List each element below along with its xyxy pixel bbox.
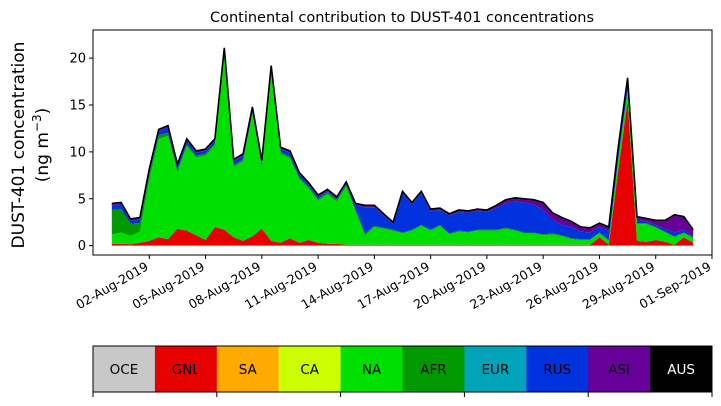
y-axis-label-line-1: DUST-401 concentration [9,42,29,249]
area-na [111,56,694,245]
total-outline [111,47,694,231]
colorbar-label-asi: ASI [608,362,630,378]
colorbar-swatch-na [340,346,403,392]
colorbar-swatch-oce [93,346,156,392]
colorbar-frame [92,345,713,393]
y-axis-unit-suffix: ) [33,108,53,115]
area-gnl [111,100,694,246]
y-tick-label: 5 [78,192,86,207]
colorbar-swatch-rus [526,346,589,392]
chart-title: Continental contribution to DUST-401 con… [210,10,594,26]
plot-frame [92,29,713,256]
y-tick-label: 0 [78,239,86,254]
colorbar-label-na: NA [362,362,382,378]
area-rus [111,49,694,241]
colorbar-label-ca: CA [300,362,319,378]
colorbar-swatch-asi [588,346,651,392]
colorbar-label-gnl: GNL [172,362,201,378]
y-axis-unit-prefix: (ng m [33,132,53,182]
colorbar-swatch-eur [464,346,527,392]
y-tick-label: 10 [69,145,86,160]
y-axis-unit-exponent: −3 [30,114,44,132]
colorbar-swatch-aus [650,346,713,392]
y-axis-label: DUST-401 concentration (ng m−3) [9,42,53,249]
y-tick-label: 15 [69,99,86,114]
x-axis-ticks: 02-Aug-201905-Aug-201908-Aug-201911-Aug-… [73,255,714,312]
area-series-group [111,47,694,246]
colorbar-swatch-afr [402,346,465,392]
y-tick-label: 20 [69,52,86,67]
colorbar-swatch-gnl [154,346,218,392]
y-axis-label-line-2: (ng m−3) [30,108,53,183]
colorbar-swatch-sa [216,346,280,392]
total-line [111,47,694,231]
colorbar-label-aus: AUS [667,362,695,378]
colorbar-swatch-ca [278,346,342,392]
colorbar-label-afr: AFR [420,362,446,378]
colorbar-label-oce: OCE [110,362,139,378]
colorbar-label-rus: RUS [543,362,571,378]
colorbar-label-sa: SA [239,362,258,378]
region-colorbar: OCE GNL SA CA NA AFR EUR RUS ASI AUS [92,345,713,397]
colorbar-label-eur: EUR [481,362,509,378]
y-axis-ticks: 0 5 10 15 20 [69,52,93,254]
